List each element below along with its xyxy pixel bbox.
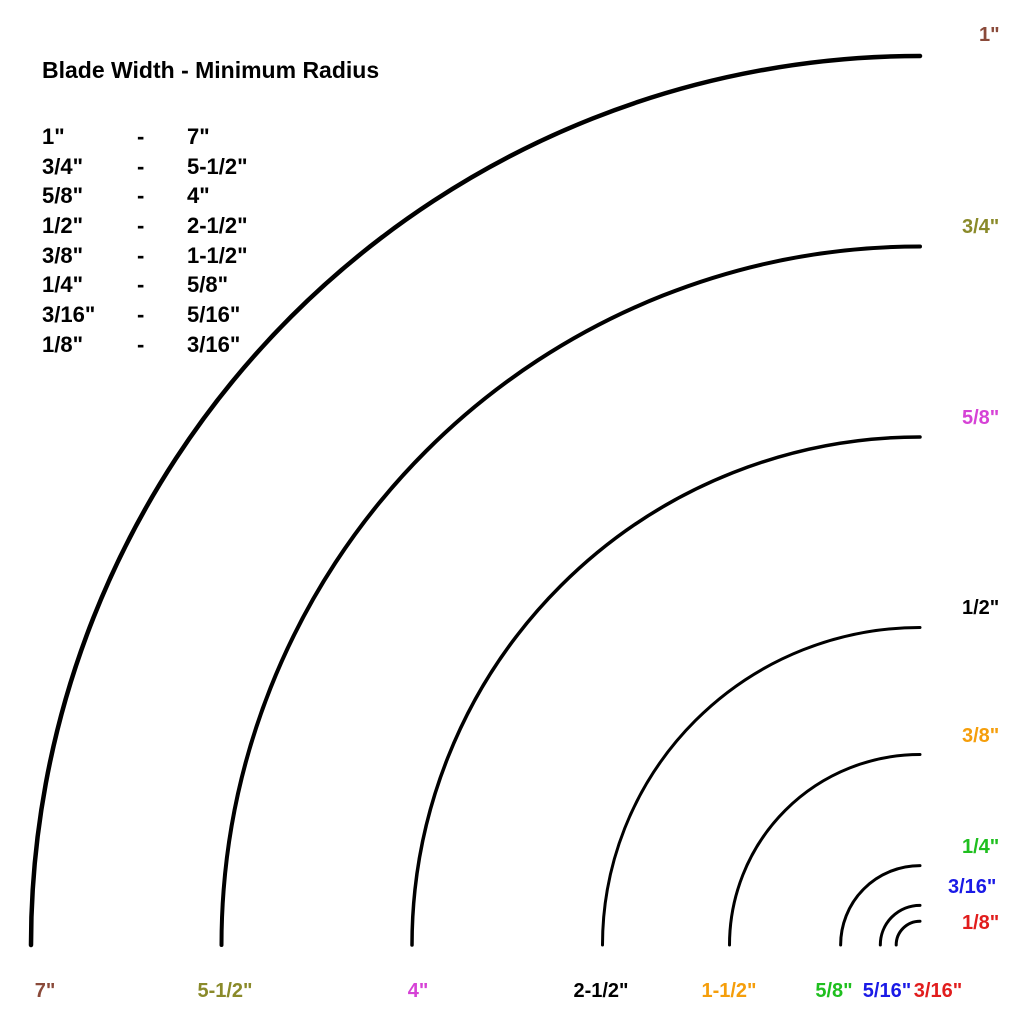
legend-dash: - — [137, 241, 187, 271]
radius-label: 3/16" — [914, 980, 962, 1003]
legend-radius: 2-1/2" — [187, 211, 248, 241]
legend-row: 1"-7" — [42, 122, 379, 152]
legend-dash: - — [137, 270, 187, 300]
legend-radius: 7" — [187, 122, 210, 152]
legend-blade: 3/16" — [42, 300, 137, 330]
legend-blade: 1/8" — [42, 330, 137, 360]
radius-label: 4" — [408, 980, 429, 1003]
blade-label: 3/16" — [948, 876, 996, 899]
legend-dash: - — [137, 181, 187, 211]
blade-label: 1" — [979, 24, 1000, 47]
legend-blade: 1/4" — [42, 270, 137, 300]
legend-radius: 5/8" — [187, 270, 228, 300]
radius-label: 5/16" — [863, 980, 911, 1003]
legend-radius: 5/16" — [187, 300, 240, 330]
radius-arc — [841, 866, 920, 945]
blade-label: 3/8" — [962, 725, 999, 748]
legend-row: 3/8"-1-1/2" — [42, 241, 379, 271]
legend-radius: 1-1/2" — [187, 241, 248, 271]
legend-blade: 5/8" — [42, 181, 137, 211]
legend-row: 5/8"-4" — [42, 181, 379, 211]
radius-arc — [880, 905, 920, 945]
legend-blade: 3/4" — [42, 152, 137, 182]
legend-blade: 3/8" — [42, 241, 137, 271]
blade-label: 1/4" — [962, 836, 999, 859]
legend-dash: - — [137, 330, 187, 360]
radius-arc — [603, 628, 921, 946]
legend-table: Blade Width - Minimum Radius 1"-7"3/4"-5… — [42, 21, 379, 396]
legend-blade: 1/2" — [42, 211, 137, 241]
legend-row: 3/4"-5-1/2" — [42, 152, 379, 182]
legend-row: 3/16"-5/16" — [42, 300, 379, 330]
legend-dash: - — [137, 152, 187, 182]
blade-label: 1/2" — [962, 597, 999, 620]
radius-arc — [412, 437, 920, 945]
legend-dash: - — [137, 211, 187, 241]
radius-label: 1-1/2" — [701, 980, 756, 1003]
legend-row: 1/4"-5/8" — [42, 270, 379, 300]
legend-radius: 4" — [187, 181, 210, 211]
radius-label: 5-1/2" — [197, 980, 252, 1003]
blade-label: 5/8" — [962, 407, 999, 430]
blade-label: 3/4" — [962, 216, 999, 239]
legend-dash: - — [137, 300, 187, 330]
legend-blade: 1" — [42, 122, 137, 152]
legend-row: 1/2"-2-1/2" — [42, 211, 379, 241]
legend-dash: - — [137, 122, 187, 152]
radius-label: 2-1/2" — [573, 980, 628, 1003]
radius-label: 7" — [35, 980, 56, 1003]
legend-title: Blade Width - Minimum Radius — [42, 57, 379, 84]
legend-rows: 1"-7"3/4"-5-1/2"5/8"-4"1/2"-2-1/2"3/8"-1… — [42, 122, 379, 360]
diagram-stage: Blade Width - Minimum Radius 1"-7"3/4"-5… — [0, 0, 1024, 1024]
blade-label: 1/8" — [962, 912, 999, 935]
radius-label: 5/8" — [815, 980, 852, 1003]
legend-radius: 5-1/2" — [187, 152, 248, 182]
radius-arc — [896, 921, 920, 945]
legend-radius: 3/16" — [187, 330, 240, 360]
legend-row: 1/8"-3/16" — [42, 330, 379, 360]
